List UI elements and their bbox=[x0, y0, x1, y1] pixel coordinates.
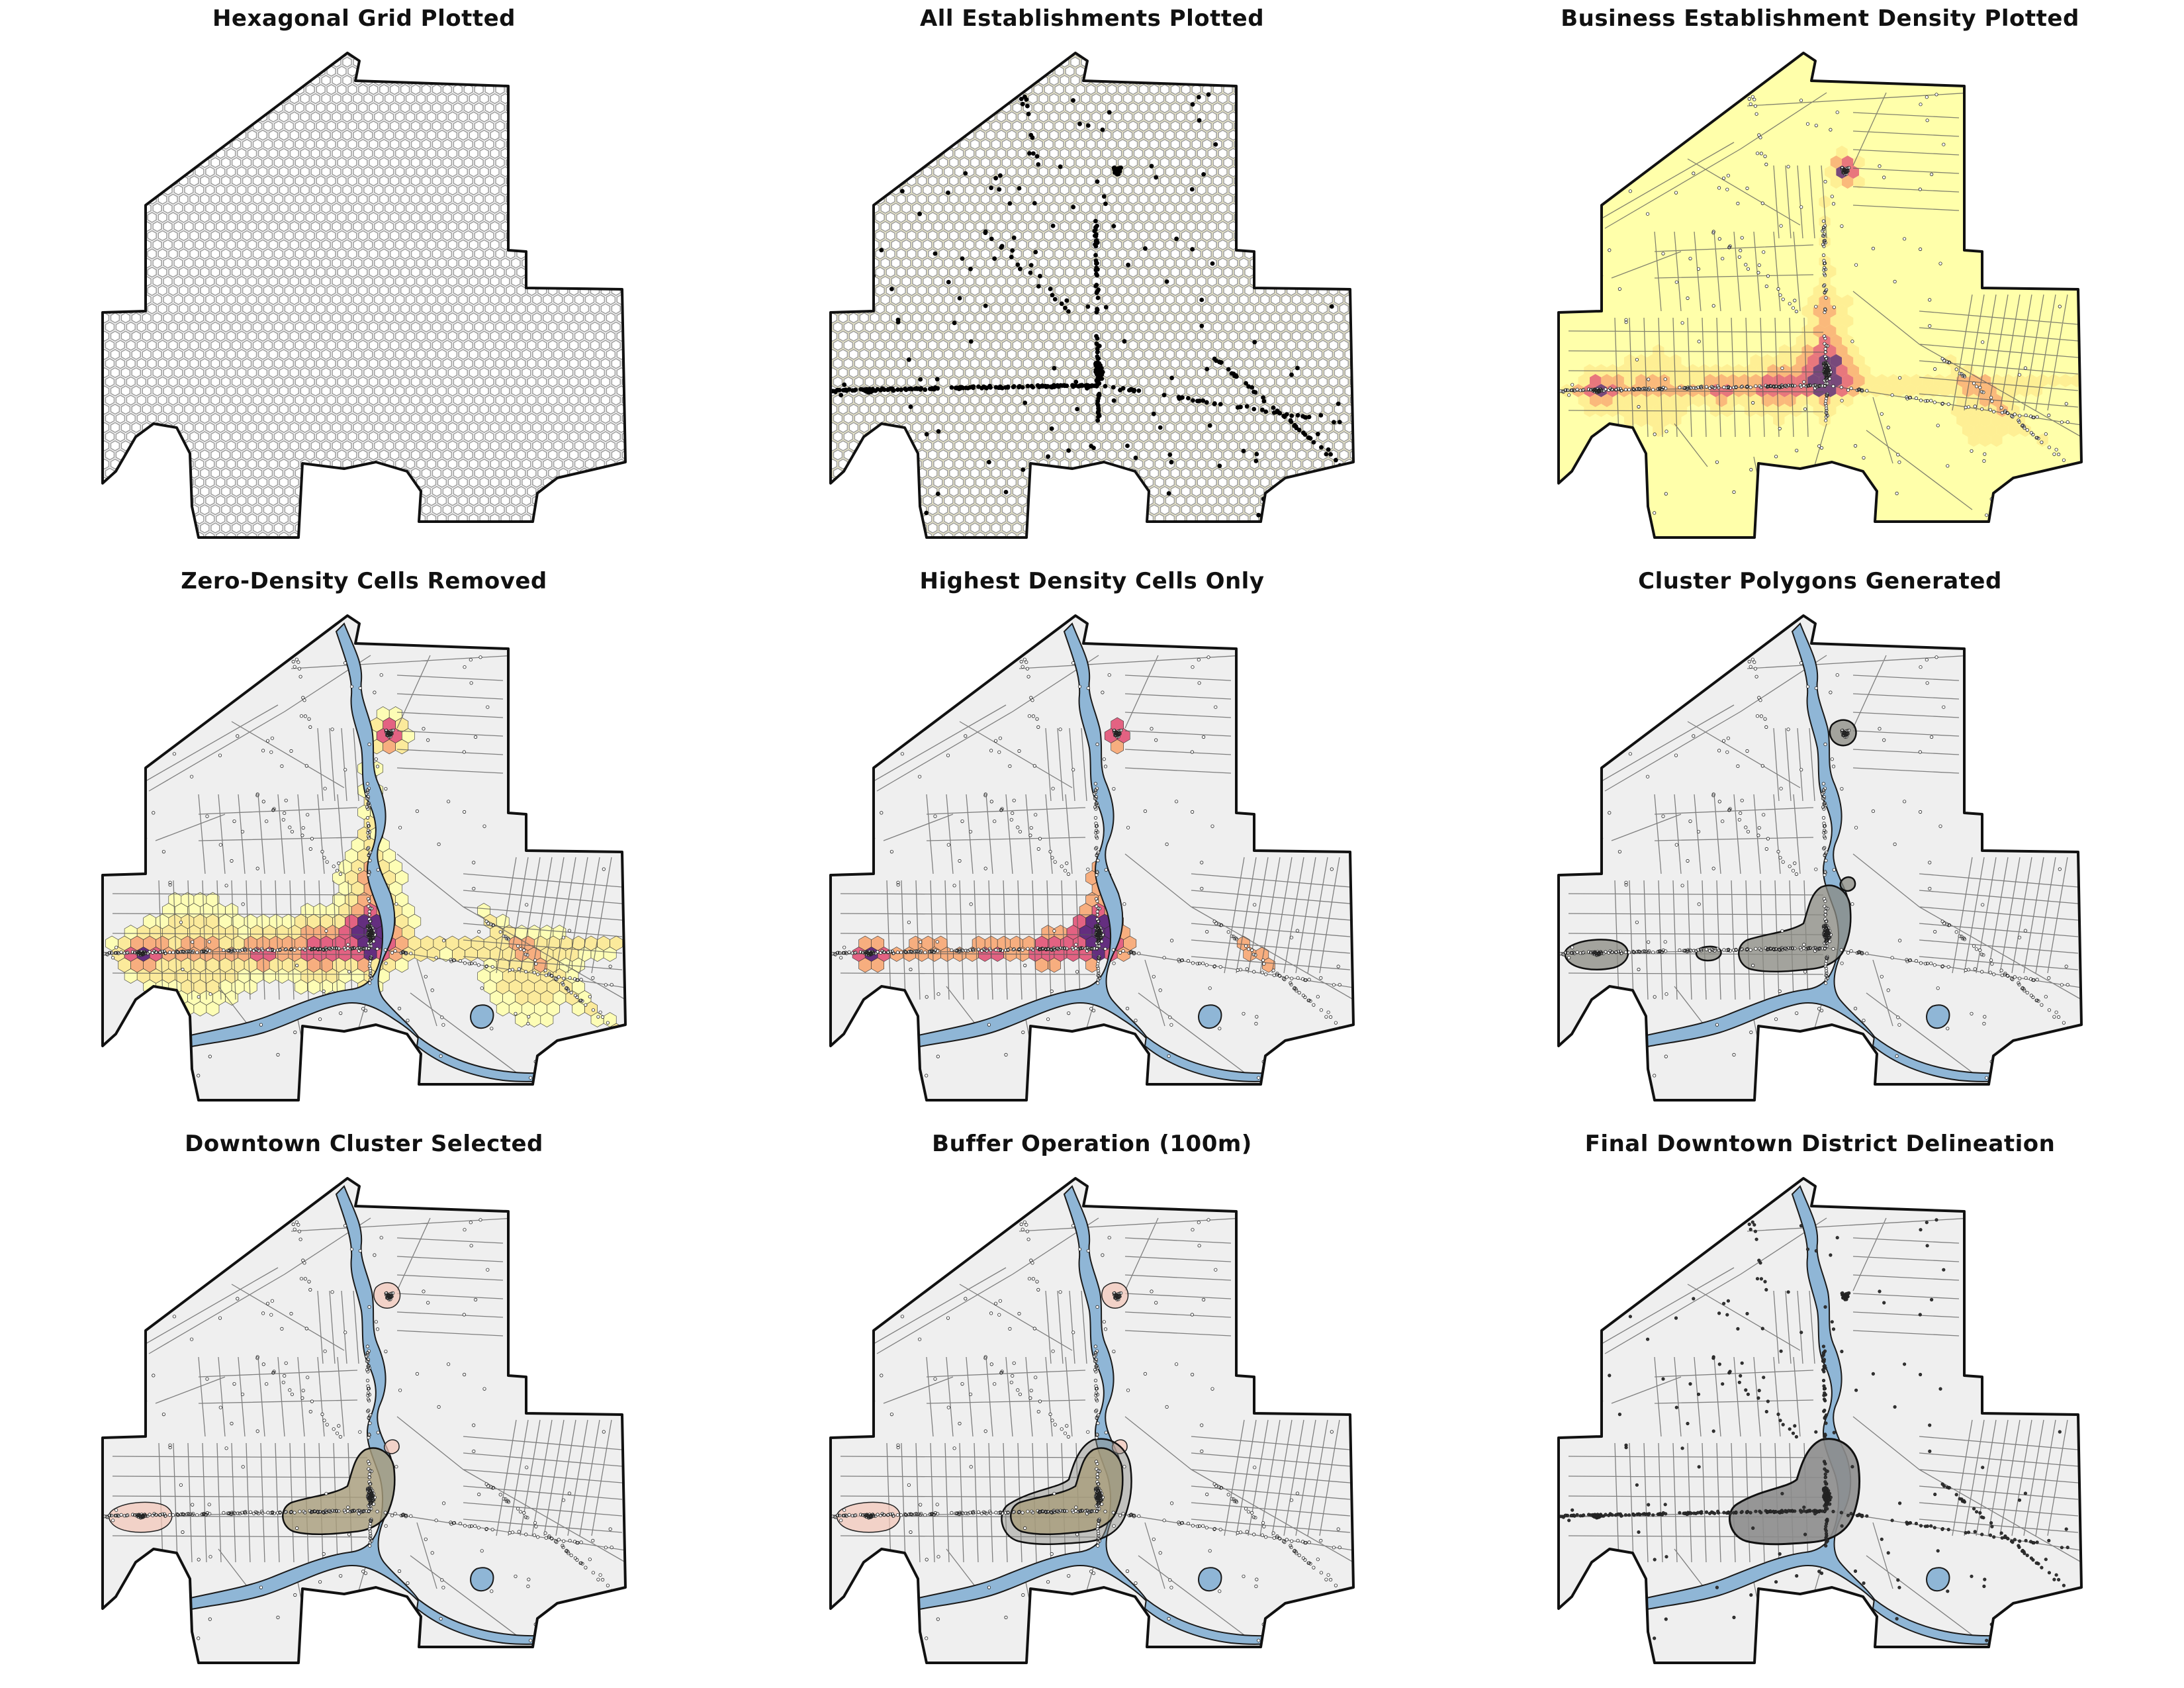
city-boundary bbox=[101, 1177, 627, 1664]
panel-all-establishments: All Establishments Plotted bbox=[728, 0, 1456, 563]
pond bbox=[1926, 1567, 1950, 1592]
map-downtown-selected bbox=[101, 1177, 627, 1664]
pond bbox=[1198, 1004, 1222, 1029]
pond bbox=[470, 1004, 494, 1029]
panel-highest-density: Highest Density Cells Only bbox=[728, 563, 1456, 1125]
panel-title: Buffer Operation (100m) bbox=[932, 1131, 1252, 1157]
land-area bbox=[831, 616, 1353, 1100]
pond bbox=[1198, 1567, 1222, 1592]
hex-grid bbox=[831, 53, 1353, 538]
map-layers bbox=[1559, 89, 2081, 524]
map-layers bbox=[831, 622, 1353, 1095]
panel-title: Zero-Density Cells Removed bbox=[181, 568, 547, 594]
panel-density: Business Establishment Density Plotted bbox=[1456, 0, 2184, 563]
map-buffer bbox=[829, 1177, 1355, 1664]
panel-title: All Establishments Plotted bbox=[919, 5, 1265, 32]
density-cells bbox=[1561, 146, 2081, 447]
city-boundary bbox=[1557, 614, 2083, 1102]
map-highest-density bbox=[829, 614, 1355, 1102]
panel-buffer: Buffer Operation (100m) bbox=[728, 1125, 1456, 1688]
panel-final-delineation: Final Downtown District Delineation bbox=[1456, 1125, 2184, 1688]
panel-title: Highest Density Cells Only bbox=[919, 568, 1265, 594]
pond bbox=[470, 1567, 494, 1592]
map-cluster-polygons bbox=[1557, 614, 2083, 1102]
city-boundary bbox=[829, 52, 1355, 539]
map-zero-density-removed bbox=[101, 614, 627, 1102]
pond bbox=[1815, 1644, 1827, 1658]
panel-cluster-polygons: Cluster Polygons Generated bbox=[1456, 563, 2184, 1125]
land-area bbox=[831, 1178, 1353, 1663]
map-density bbox=[1557, 52, 2083, 539]
panel-zero-density-removed: Zero-Density Cells Removed bbox=[0, 563, 728, 1125]
panel-downtown-selected: Downtown Cluster Selected bbox=[0, 1125, 728, 1688]
panel-title: Cluster Polygons Generated bbox=[1638, 568, 2002, 594]
pond bbox=[359, 1644, 371, 1658]
map-hexagonal-grid bbox=[101, 52, 627, 539]
panel-title: Business Establishment Density Plotted bbox=[1561, 5, 2079, 32]
panel-title: Hexagonal Grid Plotted bbox=[212, 5, 516, 32]
pond bbox=[1087, 1082, 1099, 1095]
map-final-delineation bbox=[1557, 1177, 2083, 1664]
panel-hexagonal-grid: Hexagonal Grid Plotted bbox=[0, 0, 728, 563]
city-boundary bbox=[1557, 52, 2083, 539]
land-area bbox=[1559, 1178, 2081, 1663]
land-area bbox=[103, 1178, 625, 1663]
pond bbox=[1926, 1004, 1950, 1029]
panel-title: Final Downtown District Delineation bbox=[1584, 1131, 2056, 1157]
land-area bbox=[1559, 616, 2081, 1100]
city-boundary bbox=[1557, 1177, 2083, 1664]
density-cells bbox=[105, 706, 623, 1039]
city-boundary bbox=[829, 614, 1355, 1102]
city-boundary bbox=[101, 614, 627, 1102]
city-boundary bbox=[101, 52, 627, 539]
map-layers bbox=[831, 53, 1353, 538]
hex-grid bbox=[103, 53, 625, 538]
panel-title: Downtown Cluster Selected bbox=[185, 1131, 543, 1157]
pond bbox=[359, 1082, 371, 1095]
map-all-establishments bbox=[829, 52, 1355, 539]
map-layers bbox=[103, 53, 625, 538]
city-boundary bbox=[829, 1177, 1355, 1664]
map-layers bbox=[831, 1185, 1353, 1658]
pond bbox=[1087, 1644, 1099, 1658]
pond bbox=[1815, 1082, 1827, 1095]
